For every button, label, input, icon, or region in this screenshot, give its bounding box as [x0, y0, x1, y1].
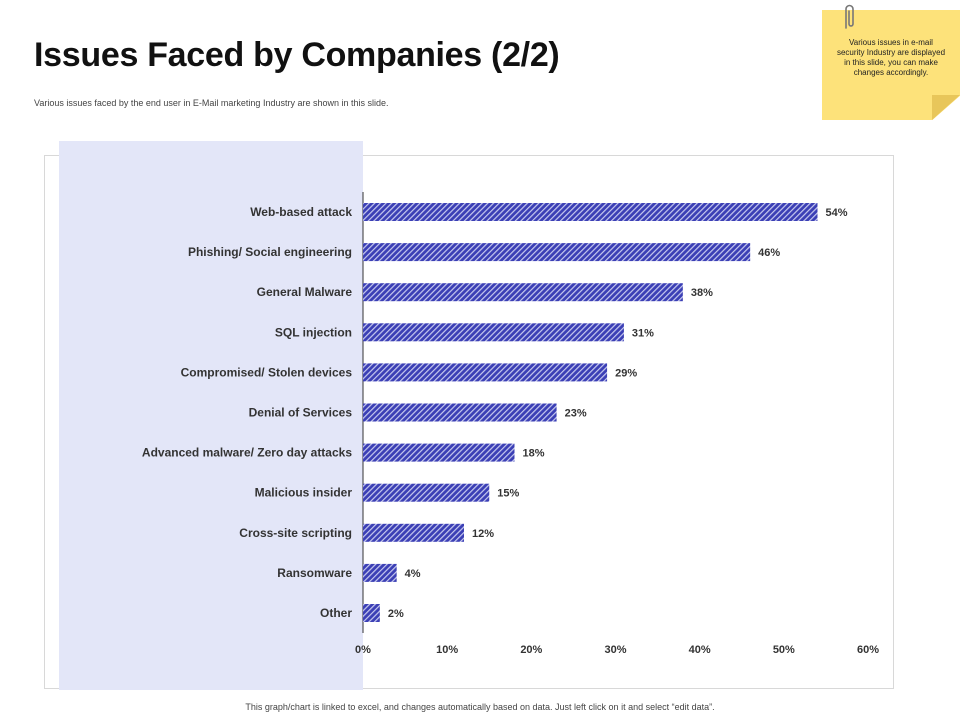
paperclip-icon [845, 4, 854, 29]
category-label: General Malware [257, 285, 353, 299]
category-label: Malicious insider [255, 486, 353, 500]
data-label: 4% [405, 568, 421, 580]
data-label: 12% [472, 528, 494, 540]
x-tick-label: 10% [436, 644, 458, 656]
category-label: Denial of Services [249, 406, 353, 420]
data-label: 38% [691, 287, 713, 299]
x-tick-label: 50% [773, 644, 795, 656]
x-tick-label: 30% [604, 644, 626, 656]
bar [363, 283, 683, 302]
bar [363, 403, 557, 422]
x-tick-label: 60% [857, 644, 879, 656]
footer-note: This graph/chart is linked to excel, and… [245, 702, 715, 712]
bar [363, 363, 608, 382]
data-label: 23% [565, 408, 587, 420]
sticky-note-text: Various issues in e-mail security Indust… [836, 38, 946, 77]
data-label: 29% [615, 367, 637, 379]
x-tick-label: 20% [520, 644, 542, 656]
data-label: 15% [497, 488, 519, 500]
bar [363, 243, 751, 262]
data-label: 31% [632, 327, 654, 339]
bar [363, 203, 818, 221]
x-tick-label: 40% [689, 644, 711, 656]
page-title: Issues Faced by Companies (2/2) [34, 36, 560, 74]
data-label: 46% [758, 247, 780, 259]
data-label: 54% [826, 207, 848, 219]
page-subtitle: Various issues faced by the end user in … [34, 98, 389, 108]
category-label: Other [320, 606, 352, 620]
bar [363, 523, 464, 542]
category-label: SQL injection [275, 325, 352, 339]
category-label: Cross-site scripting [239, 526, 352, 540]
data-label: 2% [388, 608, 404, 620]
category-label: Web-based attack [250, 205, 352, 219]
bar [363, 323, 624, 342]
category-label: Ransomware [277, 566, 352, 580]
bar [363, 604, 380, 622]
x-tick-label: 0% [355, 644, 371, 656]
category-label: Phishing/ Social engineering [188, 245, 352, 259]
chart-frame [44, 155, 894, 689]
category-label: Compromised/ Stolen devices [181, 365, 353, 379]
bar [363, 563, 397, 582]
data-label: 18% [523, 448, 545, 460]
bar [363, 443, 515, 462]
bar [363, 483, 490, 502]
category-label-panel [59, 141, 363, 690]
category-label: Advanced malware/ Zero day attacks [142, 446, 352, 460]
